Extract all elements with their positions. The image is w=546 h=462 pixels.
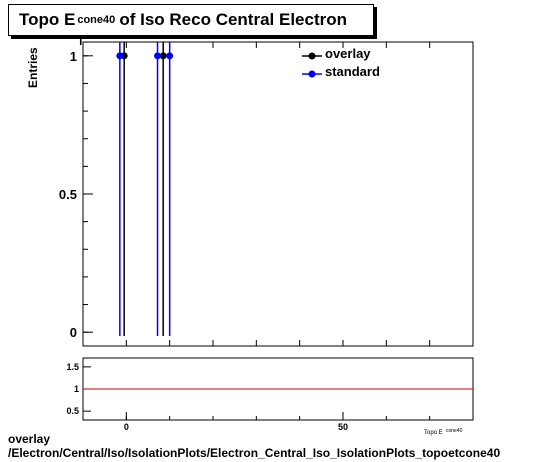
x-axis-label-superscript: cone40 [446, 428, 463, 434]
ratio-y-tick-label: 0.5 [66, 406, 79, 416]
ratio-y-tick-label: 1.5 [66, 362, 79, 372]
y-tick-label: 0 [70, 325, 77, 340]
x-tick-label: 50 [338, 422, 348, 432]
y-tick-label: 1 [70, 49, 77, 64]
y-tick-label: 0.5 [59, 187, 77, 202]
title-prefix: Topo E [19, 10, 76, 29]
standard-point [154, 52, 162, 60]
overlay-point [159, 52, 167, 60]
legend-standard-marker [308, 70, 316, 78]
legend-overlay-label: overlay [325, 46, 371, 61]
ratio-y-tick-label: 1 [74, 384, 79, 394]
footer: overlay /Electron/Central/Iso/IsolationP… [8, 432, 500, 460]
footer-line-2: /Electron/Central/Iso/IsolationPlots/Ele… [8, 446, 501, 460]
legend-overlay-marker [308, 52, 316, 60]
title-subscript: T [77, 36, 85, 48]
standard-point [166, 52, 174, 60]
x-axis-label: Topo E [424, 430, 443, 436]
title-suffix: of Iso Reco Central Electron [119, 10, 348, 29]
legend-standard-label: standard [325, 64, 380, 79]
standard-point [116, 52, 124, 60]
x-tick-label: 0 [124, 422, 129, 432]
title-superscript: cone40 [77, 14, 116, 26]
main-plot-frame [82, 41, 474, 347]
footer-line-1: overlay [8, 432, 51, 446]
